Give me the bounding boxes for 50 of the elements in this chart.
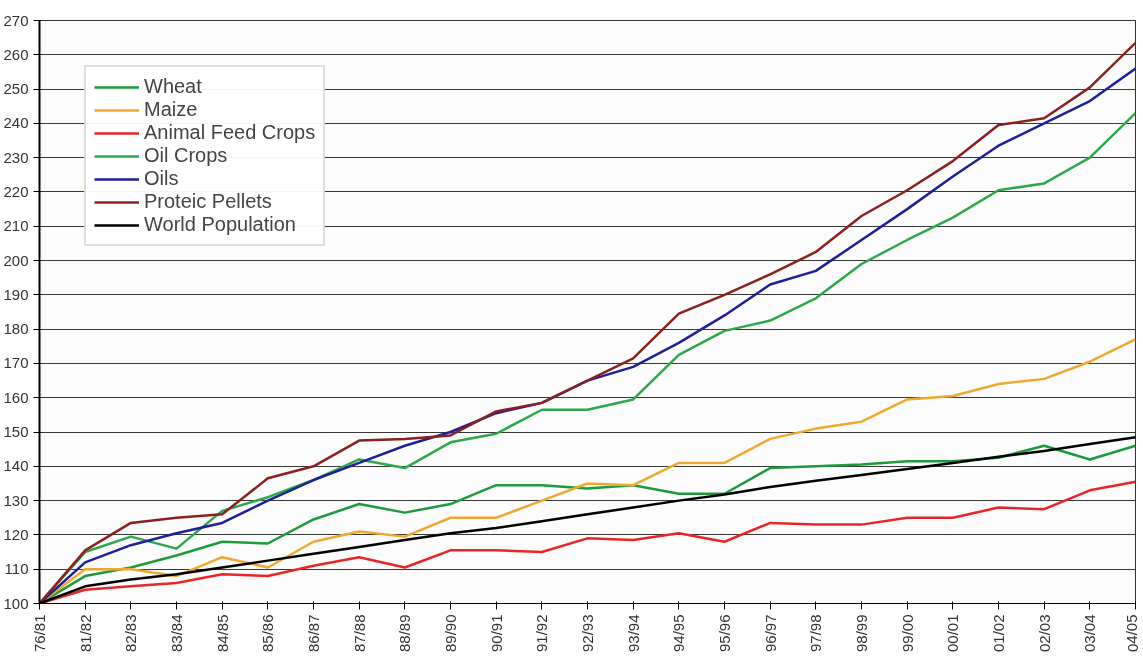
x-tick-label: 97/98 (807, 614, 825, 653)
x-tick-label: 85/86 (259, 614, 277, 653)
x-tick-label: 02/03 (1035, 614, 1053, 653)
x-tick-label: 90/91 (487, 614, 505, 653)
y-tick-label: 100 (3, 594, 29, 612)
legend-label: Maize (144, 98, 198, 121)
y-tick-label: 190 (3, 285, 29, 303)
y-tick-label: 260 (3, 45, 29, 63)
y-tick-label: 210 (3, 217, 29, 235)
y-tick-label: 150 (3, 423, 29, 441)
legend-label: Oils (144, 167, 179, 190)
legend-label: Animal Feed Crops (144, 121, 316, 144)
x-tick-label: 00/01 (944, 614, 962, 653)
y-tick-label: 140 (3, 457, 29, 475)
x-tick-label: 93/94 (624, 614, 642, 653)
x-tick-label: 95/96 (716, 614, 733, 653)
x-tick-label: 88/89 (396, 614, 414, 653)
legend-label: World Population (144, 213, 296, 236)
y-tick-label: 160 (3, 388, 29, 406)
y-tick-label: 240 (3, 114, 29, 132)
x-tick-label: 86/87 (305, 614, 322, 653)
x-tick-label: 01/02 (990, 614, 1007, 653)
y-tick-label: 180 (3, 320, 29, 338)
x-tick-label: 03/04 (1081, 614, 1099, 653)
y-tick-label: 220 (3, 182, 29, 200)
y-tick-label: 250 (3, 80, 29, 98)
x-tick-label: 04/05 (1123, 614, 1141, 653)
x-tick-label: 87/88 (350, 614, 368, 653)
x-tick-label: 89/90 (442, 614, 459, 653)
x-tick-label: 92/93 (579, 614, 596, 653)
x-tick-label: 91/92 (533, 614, 551, 653)
x-tick-label: 94/95 (670, 614, 688, 653)
legend-label: Wheat (144, 75, 202, 98)
legend-label: Oil Crops (144, 144, 228, 167)
x-tick-label: 96/97 (761, 614, 779, 653)
y-tick-label: 120 (3, 525, 29, 543)
x-tick-label: 83/84 (168, 614, 185, 653)
y-tick-label: 230 (3, 148, 29, 166)
y-tick-label: 110 (4, 560, 29, 578)
y-tick-label: 170 (3, 354, 29, 372)
y-tick-label: 270 (3, 11, 29, 29)
y-tick-label: 130 (3, 491, 29, 509)
x-tick-label: 99/00 (898, 614, 916, 653)
x-tick-label: 84/85 (213, 614, 231, 653)
x-tick-label: 82/83 (122, 614, 140, 653)
x-tick-label: 81/82 (76, 614, 94, 653)
y-tick-label: 200 (3, 251, 29, 269)
legend-label: Proteic Pellets (144, 190, 272, 213)
x-tick-label: 76/81 (31, 614, 48, 653)
x-tick-label: 98/99 (853, 614, 870, 653)
